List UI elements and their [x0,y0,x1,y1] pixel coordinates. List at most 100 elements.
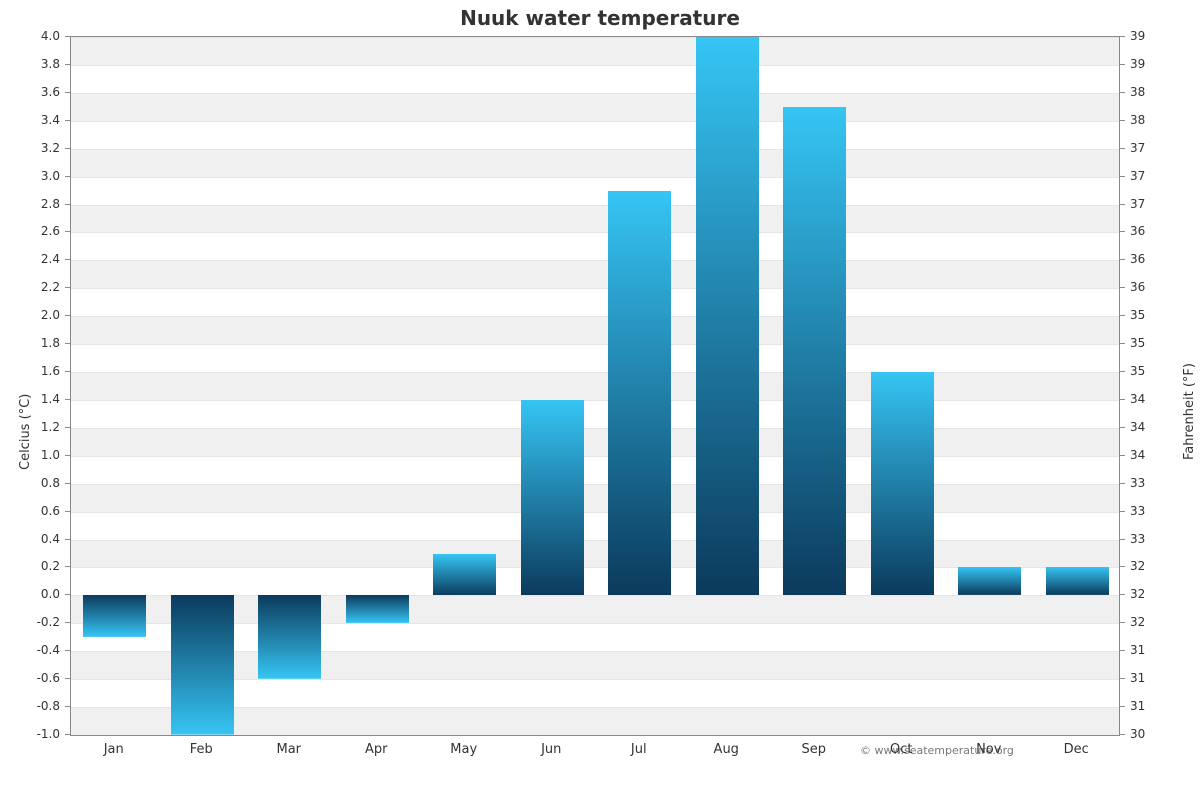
y-right-tick [1120,594,1125,595]
x-tick-label: Jan [104,742,124,757]
y-left-tick-label: 2.4 [26,252,60,266]
y-right-tick-label: 36 [1130,224,1145,238]
grid-band [71,484,1119,512]
bar [696,37,759,595]
y-left-tick-label: 1.8 [26,336,60,350]
y-left-tick [65,539,70,540]
y-left-tick-label: 1.0 [26,448,60,462]
y-left-tick [65,371,70,372]
bar [871,372,934,595]
bar [433,554,496,596]
y-left-tick [65,64,70,65]
grid-line [71,121,1119,122]
grid-line [71,232,1119,233]
plot-area [70,36,1120,736]
grid-line [71,512,1119,513]
y-right-tick-label: 33 [1130,532,1145,546]
x-tick-label: Dec [1064,742,1089,757]
y-left-tick [65,399,70,400]
y-left-tick [65,622,70,623]
grid-line [71,93,1119,94]
x-tick-label: Nov [976,742,1001,757]
grid-band [71,316,1119,344]
bar [783,107,846,596]
grid-line [71,372,1119,373]
y-right-tick [1120,455,1125,456]
y-right-tick [1120,231,1125,232]
y-left-tick-label: -0.6 [26,671,60,685]
y-left-tick [65,706,70,707]
y-right-tick [1120,176,1125,177]
y-right-tick [1120,343,1125,344]
y-right-tick [1120,36,1125,37]
y-right-tick [1120,678,1125,679]
grid-band [71,372,1119,400]
y-left-tick [65,36,70,37]
bar [171,595,234,735]
chart-container: Nuuk water temperature Celcius (°C) Fahr… [0,0,1200,800]
y-right-tick-label: 39 [1130,57,1145,71]
y-right-tick [1120,399,1125,400]
y-left-tick [65,566,70,567]
bar [521,400,584,595]
y-left-tick-label: 0.6 [26,504,60,518]
y-left-tick-label: 1.4 [26,392,60,406]
y-left-tick [65,678,70,679]
y-left-tick [65,259,70,260]
x-tick-label: Sep [801,742,826,757]
y-left-tick-label: 3.8 [26,57,60,71]
grid-line [71,456,1119,457]
grid-band [71,260,1119,288]
y-right-tick [1120,706,1125,707]
y-right-tick [1120,371,1125,372]
y-right-tick [1120,204,1125,205]
y-left-tick-label: 2.6 [26,224,60,238]
y-right-tick [1120,259,1125,260]
grid-line [71,344,1119,345]
y-left-tick-label: 1.2 [26,420,60,434]
grid-line [71,428,1119,429]
x-tick-label: May [450,742,477,757]
y-left-tick [65,204,70,205]
y-right-tick-label: 36 [1130,280,1145,294]
bar [958,567,1021,595]
y-right-tick [1120,120,1125,121]
y-left-tick-label: 2.0 [26,308,60,322]
y-left-tick [65,92,70,93]
y-right-tick-label: 37 [1130,141,1145,155]
y-right-tick-label: 32 [1130,615,1145,629]
grid-band [71,205,1119,233]
y-right-tick-label: 31 [1130,643,1145,657]
y-left-tick-label: -0.4 [26,643,60,657]
y-right-tick-label: 38 [1130,113,1145,127]
y-right-tick [1120,734,1125,735]
y-left-tick-label: 1.6 [26,364,60,378]
y-right-tick-label: 31 [1130,671,1145,685]
y-left-tick-label: -0.8 [26,699,60,713]
y-right-tick-label: 37 [1130,169,1145,183]
grid-band [71,37,1119,65]
y-right-tick-label: 34 [1130,420,1145,434]
y-left-tick [65,511,70,512]
grid-line [71,260,1119,261]
grid-line [71,205,1119,206]
x-tick-label: Oct [890,742,912,757]
y-right-tick-label: 31 [1130,699,1145,713]
grid-line [71,177,1119,178]
y-left-tick [65,120,70,121]
y-right-tick-label: 35 [1130,364,1145,378]
bar [1046,567,1109,595]
y-right-tick-label: 32 [1130,587,1145,601]
grid-band [71,540,1119,568]
y-right-tick [1120,511,1125,512]
x-tick-label: Jul [631,742,647,757]
y-right-tick [1120,92,1125,93]
y-left-tick-label: -0.2 [26,615,60,629]
grid-line [71,400,1119,401]
y-right-tick-label: 34 [1130,448,1145,462]
y-left-tick [65,650,70,651]
y-left-tick-label: 4.0 [26,29,60,43]
y-left-tick-label: -1.0 [26,727,60,741]
y-right-tick-label: 30 [1130,727,1145,741]
y-right-tick [1120,287,1125,288]
